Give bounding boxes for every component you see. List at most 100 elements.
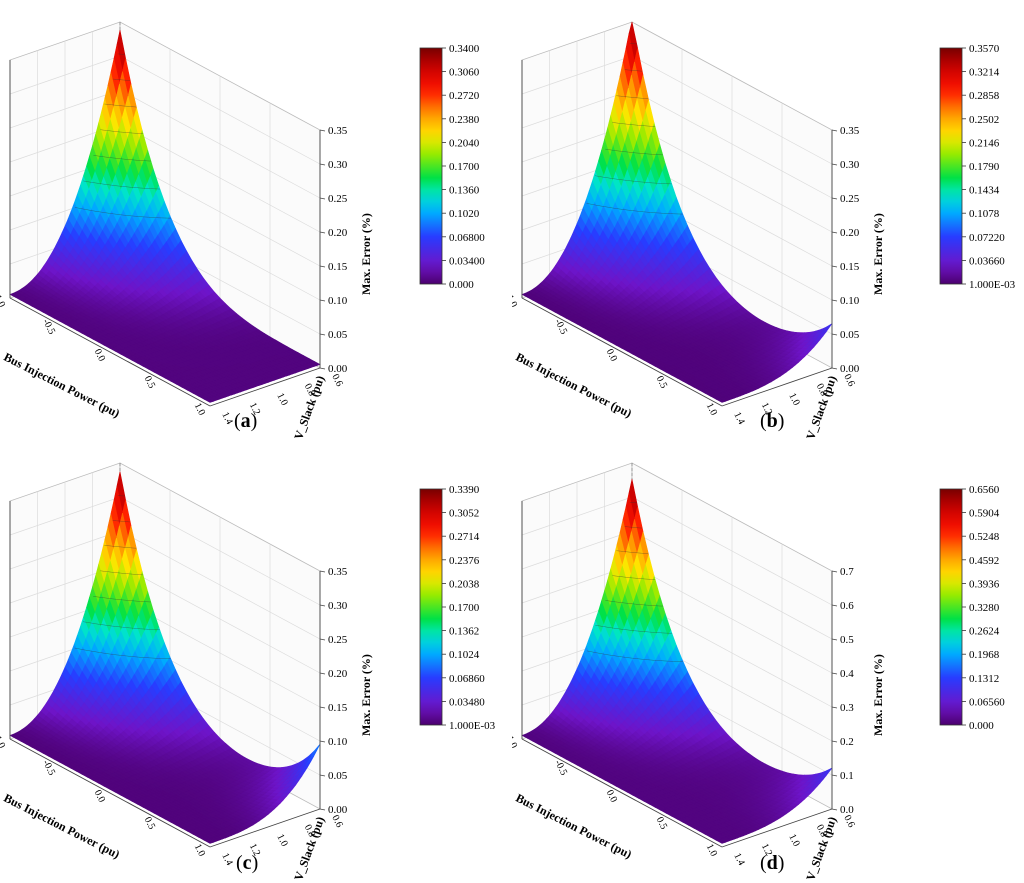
z-tick-label: 0.05 [328, 770, 348, 782]
y-tick-label: 0.6 [841, 813, 856, 829]
z-tick-label: 0.7 [840, 566, 854, 578]
y-tick-label: 0.6 [329, 813, 344, 829]
colorbar-tick-label: 0.1968 [969, 649, 1000, 661]
colorbar-tick-label: 0.1024 [449, 649, 480, 661]
axis-box [521, 60, 833, 407]
surface-mesh [9, 471, 321, 844]
z-tick-label: 0.35 [328, 125, 348, 137]
z-axis-label: Max. Error (%) [359, 213, 373, 295]
colorbar-tick-label: 0.3400 [449, 43, 480, 55]
colorbar-tick-label: 0.5904 [969, 508, 1000, 520]
colorbar [939, 488, 963, 726]
colorbar [939, 47, 963, 285]
x-tick-label: 1.0 [704, 401, 719, 417]
x-axis-label: Bus Injection Power (pu) [2, 350, 123, 421]
colorbar [419, 47, 443, 285]
colorbar-tick-label: 1.000E-03 [449, 720, 496, 732]
colorbar-tick-label: 0.2376 [449, 555, 480, 567]
colorbar-tick-label: 0.1700 [449, 602, 480, 614]
z-tick-label: 0.15 [840, 261, 860, 273]
y-tick-label: 1.2 [759, 842, 774, 858]
chart-panel-a: 0.00 0.05 0.10 0.15 0.20 0.25 0.30 0.35 Max. Err… [0, 0, 512, 441]
z-tick-label: 0.10 [840, 295, 860, 307]
surface-mesh [521, 21, 833, 403]
y-tick-label: 0.8 [814, 382, 829, 398]
y-tick-label: 1.4 [219, 410, 234, 426]
contour-lines [586, 43, 683, 215]
z-tick-label: 0.35 [328, 566, 348, 578]
x-tick-label: 0.0 [92, 347, 107, 363]
colorbar-tick-label: 0.1312 [969, 673, 999, 685]
colorbar-tick-label: 0.1700 [449, 161, 480, 173]
z-axis-label: Max. Error (%) [871, 654, 885, 736]
z-tick-label: 0.0 [840, 804, 854, 816]
z-tick-label: 0.25 [328, 634, 348, 646]
y-tick-label: 0.8 [302, 823, 317, 839]
z-tick-label: 0.10 [328, 295, 348, 307]
colorbar-tick-label: 0.06800 [449, 232, 485, 244]
colorbar-tick-label: 0.3390 [449, 484, 480, 496]
panel-label-c: (c) [236, 852, 259, 874]
surface-mesh [521, 479, 833, 844]
colorbar-tick-label: 0.1020 [449, 208, 480, 220]
z-tick-label: 0.30 [840, 159, 860, 171]
x-tick-label: -1.0 [0, 731, 7, 750]
colorbar-tick-label: 0.06860 [449, 673, 485, 685]
panel-label-d: (d) [760, 852, 785, 874]
y-tick-label: 1.0 [786, 832, 801, 848]
surface-plot: 0.00 0.05 0.10 0.15 0.20 0.25 0.30 0.35 Max. Err… [0, 21, 485, 441]
axis-box [521, 501, 833, 848]
surface-mesh [9, 29, 321, 403]
z-tick-label: 0.15 [328, 261, 348, 273]
x-axis-label: Bus Injection Power (pu) [2, 791, 123, 862]
z-tick-label: 0.15 [328, 702, 348, 714]
contour-lines [586, 501, 683, 662]
z-tick-label: 0.20 [328, 227, 348, 239]
z-tick-label: 0.1 [840, 770, 854, 782]
x-tick-label: -0.5 [40, 758, 57, 777]
x-tick-label: 1.0 [192, 842, 207, 858]
colorbar-tick-label: 0.03400 [449, 255, 485, 267]
z-tick-label: 0.20 [840, 227, 860, 239]
x-tick-label: 1.0 [704, 842, 719, 858]
z-tick-label: 0.6 [840, 600, 854, 612]
colorbar-tick-label: 0.03480 [449, 696, 485, 708]
z-tick-label: 0.25 [840, 193, 860, 205]
colorbar-tick-label: 0.1360 [449, 185, 480, 197]
x-tick-label: -1.0 [0, 290, 7, 309]
x-tick-label: 0.5 [654, 815, 669, 831]
y-tick-label: 1.2 [759, 401, 774, 417]
colorbar-tick-label: 0.03660 [969, 255, 1005, 267]
colorbar-tick-label: 0.3214 [969, 67, 1000, 79]
y-tick-label: 0.8 [814, 823, 829, 839]
panel-label-a: (a) [234, 410, 258, 432]
chart-panel-d: 0.0 0.1 0.2 0.3 0.4 0.5 0.6 0.7 Max. Error (%) -1… [512, 441, 1024, 882]
chart-panel-c: 0.00 0.05 0.10 0.15 0.20 0.25 0.30 0.35 Max. Err… [0, 441, 512, 882]
axis-box [9, 60, 321, 407]
colorbar-tick-label: 0.2502 [969, 114, 999, 126]
chart-panel-b: 0.00 0.05 0.10 0.15 0.20 0.25 0.30 0.35 Max. Err… [512, 0, 1024, 441]
x-tick-label: 0.0 [92, 788, 107, 804]
y-tick-label: 1.0 [786, 391, 801, 407]
colorbar-tick-label: 0.2714 [449, 531, 480, 543]
colorbar-tick-label: 0.07220 [969, 232, 1005, 244]
y-tick-label: 1.2 [247, 842, 262, 858]
x-tick-label: -0.5 [552, 317, 569, 336]
z-tick-label: 0.20 [328, 668, 348, 680]
z-axis-label: Max. Error (%) [871, 213, 885, 295]
x-tick-label: -1.0 [512, 290, 519, 309]
colorbar-tick-label: 0.2624 [969, 626, 1000, 638]
z-tick-label: 0.30 [328, 600, 348, 612]
colorbar-tick-label: 0.3060 [449, 67, 480, 79]
z-tick-label: 0.10 [328, 736, 348, 748]
colorbar-tick-label: 0.2858 [969, 90, 1000, 102]
z-tick-label: 0.2 [840, 736, 854, 748]
x-axis-label: Bus Injection Power (pu) [514, 350, 635, 421]
y-tick-label: 1.4 [219, 851, 234, 867]
colorbar-tick-label: 0.2038 [449, 578, 480, 590]
colorbar-tick-label: 0.000 [449, 279, 474, 291]
x-tick-label: -0.5 [40, 317, 57, 336]
colorbar-tick-label: 1.000E-03 [969, 279, 1016, 291]
colorbar-tick-label: 0.2380 [449, 114, 480, 126]
